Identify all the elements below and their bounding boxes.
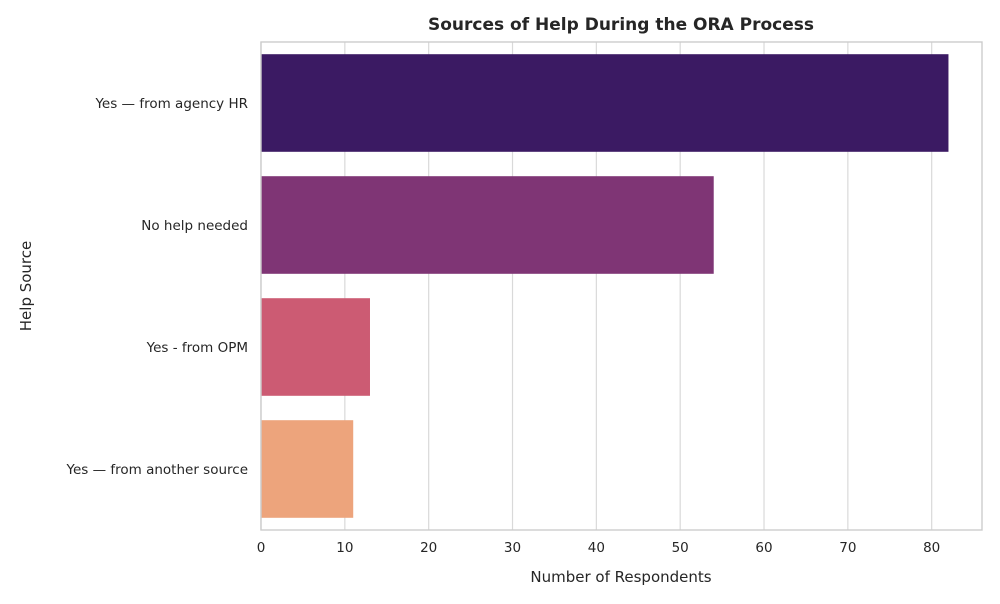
x-tick-label: 30 [504, 540, 521, 556]
x-tick-label: 10 [336, 540, 353, 556]
bar [261, 176, 714, 274]
bar [261, 420, 354, 518]
bar [261, 298, 370, 396]
x-axis-ticks: 0 10 20 30 40 50 60 70 80 [257, 540, 941, 556]
x-tick-label: 80 [923, 540, 940, 556]
plot-frame [260, 41, 983, 531]
bar [261, 54, 949, 152]
y-tick-label: Yes - from OPM [146, 340, 248, 356]
x-axis-label: Number of Respondents [530, 568, 711, 586]
x-tick-label: 20 [420, 540, 437, 556]
y-tick-label: Yes — from agency HR [94, 96, 248, 112]
x-tick-label: 70 [839, 540, 856, 556]
x-tick-label: 50 [672, 540, 689, 556]
x-tick-label: 0 [257, 540, 266, 556]
y-axis-ticks: Yes — from agency HR No help needed Yes - … [66, 96, 249, 478]
x-tick-label: 60 [755, 540, 772, 556]
chart-title: Sources of Help During the ORA Process [428, 15, 814, 35]
axes-frame [260, 41, 983, 531]
bars [261, 54, 949, 518]
y-tick-label: Yes — from another source [66, 462, 249, 478]
y-tick-label: No help needed [141, 218, 248, 234]
y-axis-label: Help Source [17, 241, 35, 331]
x-tick-label: 40 [588, 540, 605, 556]
